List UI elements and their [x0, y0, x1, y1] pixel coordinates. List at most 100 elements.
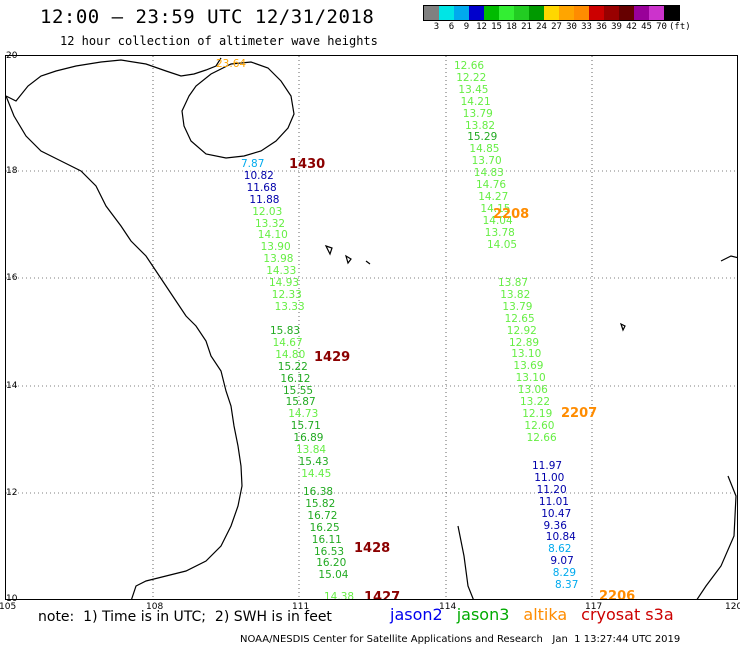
- swh-value: 12.22: [456, 71, 487, 84]
- swh-value: 16.11: [311, 533, 342, 546]
- color-swatch: [589, 6, 604, 20]
- swh-value: 14.33: [266, 265, 297, 278]
- swh-value: 16.72: [307, 509, 338, 522]
- pass-time-label: 1430: [289, 157, 326, 172]
- swh-value: 13.33: [274, 300, 305, 313]
- swh-value: 12.66: [526, 431, 557, 444]
- swh-value: 7.87: [241, 158, 265, 170]
- footer-credit: NOAA/NESDIS Center for Satellite Applica…: [240, 634, 680, 645]
- swh-value: 12.19: [522, 407, 553, 420]
- color-scale-label: 12: [476, 22, 487, 32]
- swh-value: 11.88: [249, 193, 280, 206]
- lon-tick-label: 111: [292, 602, 310, 612]
- swh-value: 14.83: [473, 167, 504, 180]
- color-scale-label: 33: [581, 22, 592, 32]
- swh-value: 8.29: [552, 567, 577, 580]
- pass-time-label: 1428: [354, 541, 391, 556]
- color-swatch: [574, 6, 589, 20]
- swh-value: 13.78: [484, 226, 515, 239]
- swh-value: 13.79: [462, 107, 493, 120]
- swh-value: 15.43: [298, 455, 329, 468]
- grid-lines: [6, 56, 737, 599]
- lon-tick-label: 120: [725, 602, 740, 612]
- satellite-legend-altika: altika: [523, 605, 568, 624]
- swh-value: 12.92: [506, 324, 537, 337]
- pass-time-label: 1429: [314, 350, 351, 365]
- swh-value: 15.82: [305, 497, 336, 510]
- swh-value: 12.03: [252, 205, 283, 218]
- lat-tick-label: 16: [6, 273, 18, 283]
- color-swatch: [469, 6, 484, 20]
- credit-text: NOAA/NESDIS Center for Satellite Applica…: [240, 634, 543, 645]
- swh-value: 15.87: [285, 396, 316, 409]
- swh-value: 15.55: [283, 384, 314, 397]
- swh-value: 12.89: [509, 336, 540, 349]
- color-swatch: [499, 6, 514, 20]
- swh-value: 11.00: [534, 471, 565, 484]
- swh-value: 13.69: [513, 360, 544, 373]
- swh-value: 14.45: [301, 467, 332, 480]
- swh-value: 15.22: [277, 360, 308, 373]
- swh-value: 10.82: [243, 169, 274, 182]
- lat-tick-label: 14: [6, 381, 18, 391]
- lat-tick-label: 20: [6, 51, 18, 61]
- swh-value: 15.29: [467, 131, 498, 144]
- lon-tick-label: 108: [146, 602, 164, 612]
- swh-value: 13.79: [502, 300, 533, 313]
- map-svg: [6, 56, 737, 599]
- swh-value: 13.10: [515, 372, 546, 385]
- pass-time-label: 2207: [561, 406, 598, 421]
- swh-value: 16.12: [280, 372, 311, 385]
- swh-value: 13.82: [500, 288, 531, 301]
- swh-value: 14.80: [275, 348, 306, 361]
- lat-tick-label: 12: [6, 488, 18, 498]
- swh-value: 12.33: [271, 288, 302, 301]
- swh-value: 13.90: [260, 241, 291, 254]
- pass-time-label: 2208: [493, 207, 530, 222]
- swh-value: 13.45: [458, 83, 489, 96]
- swh-value: 8.37: [555, 579, 579, 591]
- map-plot: 7.87 10.82 11.68 11.88 12.03 13.32 14.10 13.90 1…: [5, 55, 738, 600]
- color-swatch: [514, 6, 529, 20]
- color-scale-label: 42: [626, 22, 637, 32]
- color-swatch: [424, 6, 439, 20]
- lon-tick-label: 114: [439, 602, 457, 612]
- color-swatch: [604, 6, 619, 20]
- color-swatch: [664, 6, 679, 20]
- swh-value: 14.93: [269, 277, 300, 289]
- swh-value: 11.97: [532, 460, 563, 472]
- pass-time-label: 1427: [364, 590, 401, 600]
- swh-value: 13.06: [517, 384, 548, 397]
- color-swatch: [634, 6, 649, 20]
- color-scale-label: 70: [656, 22, 667, 32]
- swh-value: 15.83: [270, 325, 301, 337]
- lon-tick-label: 105: [0, 602, 17, 612]
- timestamp-text: Jan 1 13:27:44 UTC 2019: [552, 634, 681, 645]
- swh-value: 9.36: [543, 519, 567, 532]
- swh-value: 12.60: [524, 419, 555, 432]
- island-swh-label: 23.64: [216, 58, 247, 70]
- swh-value: 13.98: [263, 253, 294, 266]
- color-swatch: [529, 6, 544, 20]
- color-scale-label: 21: [521, 22, 532, 32]
- color-scale-label: 24: [536, 22, 547, 32]
- swh-value: 16.25: [309, 521, 340, 534]
- swh-value: 14.05: [487, 238, 518, 251]
- color-scale-label: 18: [506, 22, 517, 32]
- swh-value: 16.38: [303, 486, 334, 498]
- satellite-legend: jason2 jason3 altika cryosat s3a: [390, 605, 688, 624]
- swh-value: 12.66: [454, 60, 485, 72]
- swh-value: 14.04: [482, 214, 513, 227]
- swh-value: 14.67: [272, 336, 303, 349]
- swh-value: 13.82: [465, 119, 496, 132]
- chart-subtitle: 12 hour collection of altimeter wave hei…: [60, 34, 378, 48]
- swh-value: 14.21: [460, 95, 491, 108]
- swh-value: 14.38: [324, 591, 355, 600]
- color-swatch: [439, 6, 454, 20]
- swh-value: 14.73: [288, 408, 319, 421]
- swh-value: 13.10: [511, 348, 542, 361]
- swh-value: 11.01: [538, 495, 569, 508]
- swh-value: 15.71: [290, 420, 321, 433]
- swh-value: 14.27: [478, 190, 509, 203]
- color-scale-bar: [423, 5, 680, 21]
